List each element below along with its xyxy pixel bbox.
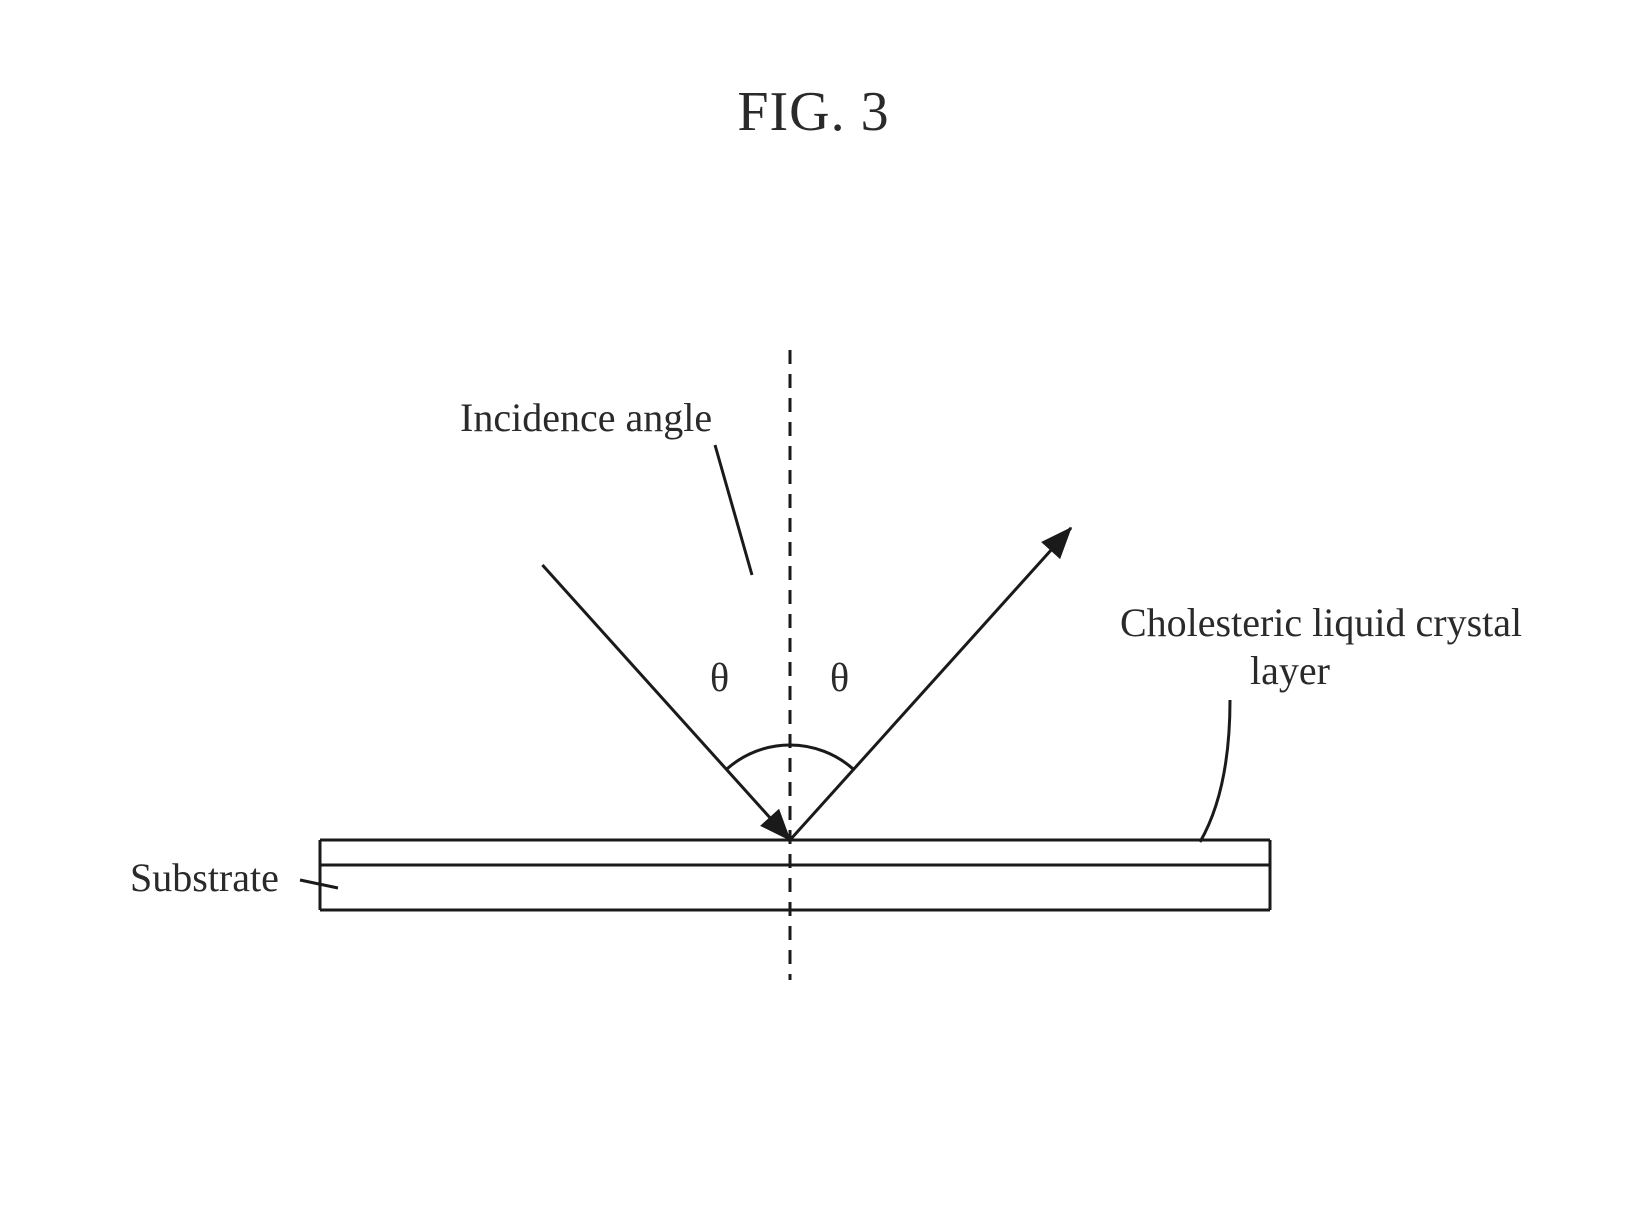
label-layer-line1: Cholesteric liquid crystal xyxy=(1120,600,1522,646)
figure-page: FIG. 3 Incidence angle θ θ Cholesteric l… xyxy=(0,0,1627,1230)
angle-arc-left xyxy=(726,745,790,769)
angle-arc-right xyxy=(790,745,854,769)
label-substrate: Substrate xyxy=(130,855,279,901)
incident-ray xyxy=(542,565,790,840)
label-theta-right: θ xyxy=(830,655,849,701)
label-layer-line2: layer xyxy=(1250,648,1330,694)
label-incidence-angle: Incidence angle xyxy=(460,395,712,441)
leader-incidence-angle xyxy=(715,445,752,575)
label-theta-left: θ xyxy=(710,655,729,701)
leader-layer xyxy=(1200,700,1230,842)
